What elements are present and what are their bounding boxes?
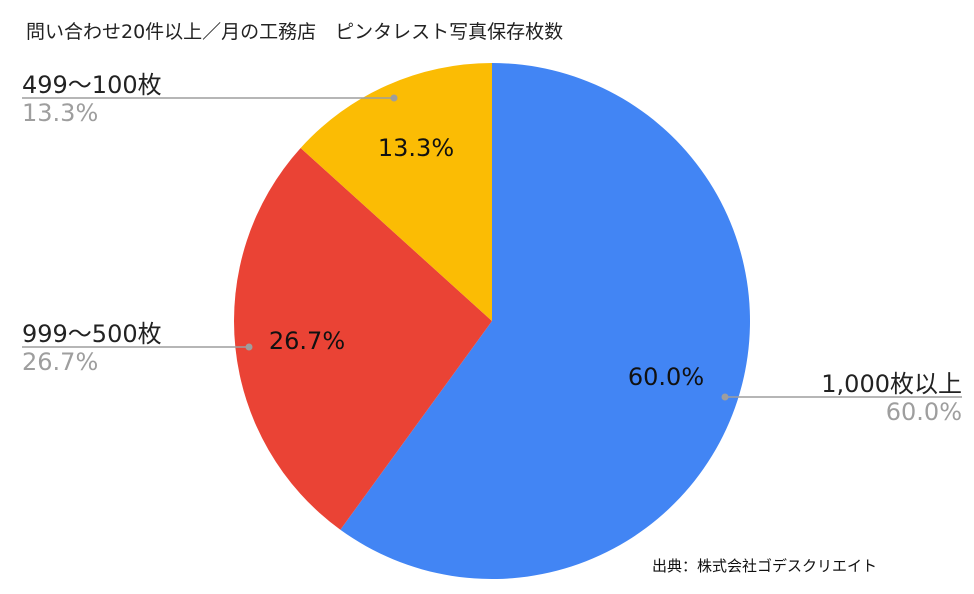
category-percent-500-999: 26.7% [22, 348, 98, 376]
pie-slice-1000-plus [340, 63, 750, 579]
category-label-500-999: 999〜500枚 [22, 320, 162, 348]
leader-lines [22, 94, 962, 401]
pie-slices [233, 63, 750, 579]
leader-dot-500-999 [245, 343, 253, 351]
slice-label-500-999: 26.7% [269, 327, 345, 355]
chart-title: 問い合わせ20件以上／月の工務店 ピンタレスト写真保存枚数 [26, 21, 563, 43]
pie-slice-100-499 [300, 63, 492, 321]
category-percent-1000-plus: 60.0% [886, 398, 962, 426]
leader-dot-100-499 [390, 94, 398, 102]
slice-labels: 60.0% 26.7% 13.3% [269, 134, 704, 391]
source-credit: 出典：株式会社ゴデスクリエイト [652, 557, 877, 575]
category-percent-100-499: 13.3% [22, 99, 98, 127]
leader-dot-1000-plus [721, 393, 729, 401]
slice-label-100-499: 13.3% [378, 134, 454, 162]
slice-label-1000-plus: 60.0% [628, 363, 704, 391]
pie-slice-500-999 [233, 147, 492, 530]
category-label-100-499: 499〜100枚 [22, 71, 162, 99]
category-label-1000-plus: 1,000枚以上 [821, 370, 962, 398]
